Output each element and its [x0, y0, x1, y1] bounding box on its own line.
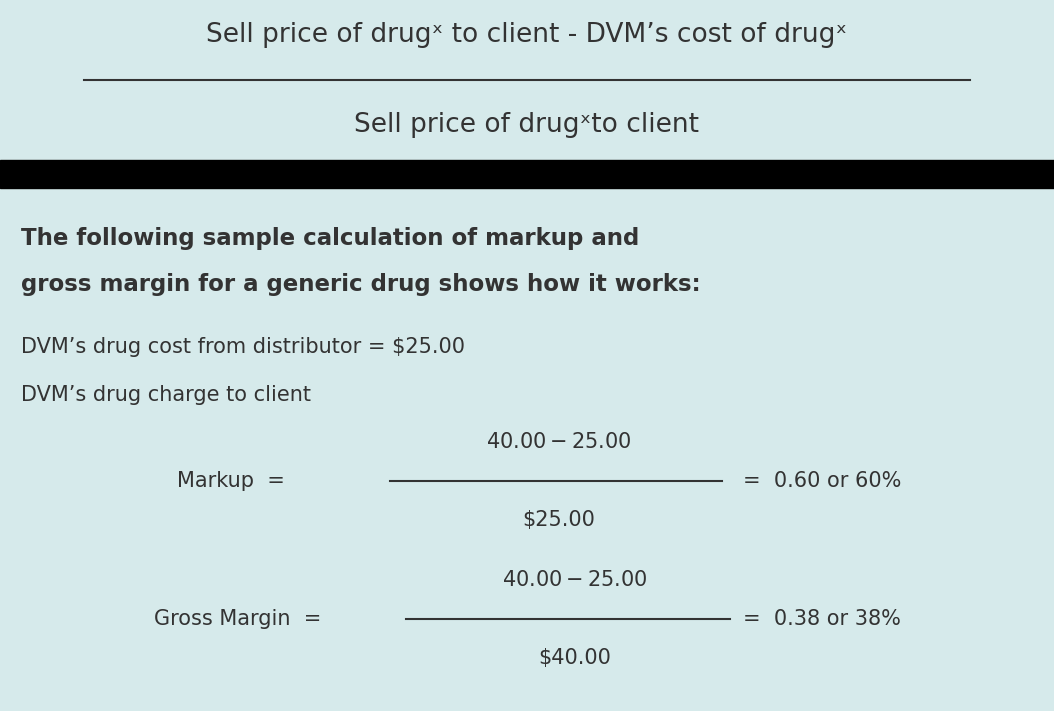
- Text: Markup  =: Markup =: [177, 471, 285, 491]
- Text: =  0.60 or 60%: = 0.60 or 60%: [743, 471, 901, 491]
- Text: DVM’s drug cost from distributor = $25.00: DVM’s drug cost from distributor = $25.0…: [21, 337, 465, 357]
- Text: gross margin for a generic drug shows how it works:: gross margin for a generic drug shows ho…: [21, 273, 701, 296]
- Text: DVM’s drug charge to client: DVM’s drug charge to client: [21, 385, 311, 405]
- Text: Sell price of drugˣto client: Sell price of drugˣto client: [354, 112, 700, 138]
- Text: Sell price of drugˣ to client - DVM’s cost of drugˣ: Sell price of drugˣ to client - DVM’s co…: [207, 22, 847, 48]
- Text: $25.00: $25.00: [522, 510, 596, 530]
- Text: $40.00 - $25.00: $40.00 - $25.00: [502, 570, 647, 590]
- Text: $40.00 - $25.00: $40.00 - $25.00: [486, 432, 631, 451]
- Text: =  0.38 or 38%: = 0.38 or 38%: [743, 609, 901, 629]
- Text: The following sample calculation of markup and: The following sample calculation of mark…: [21, 227, 640, 250]
- Text: $40.00: $40.00: [538, 648, 611, 668]
- FancyBboxPatch shape: [0, 160, 1054, 188]
- Text: Gross Margin  =: Gross Margin =: [154, 609, 321, 629]
